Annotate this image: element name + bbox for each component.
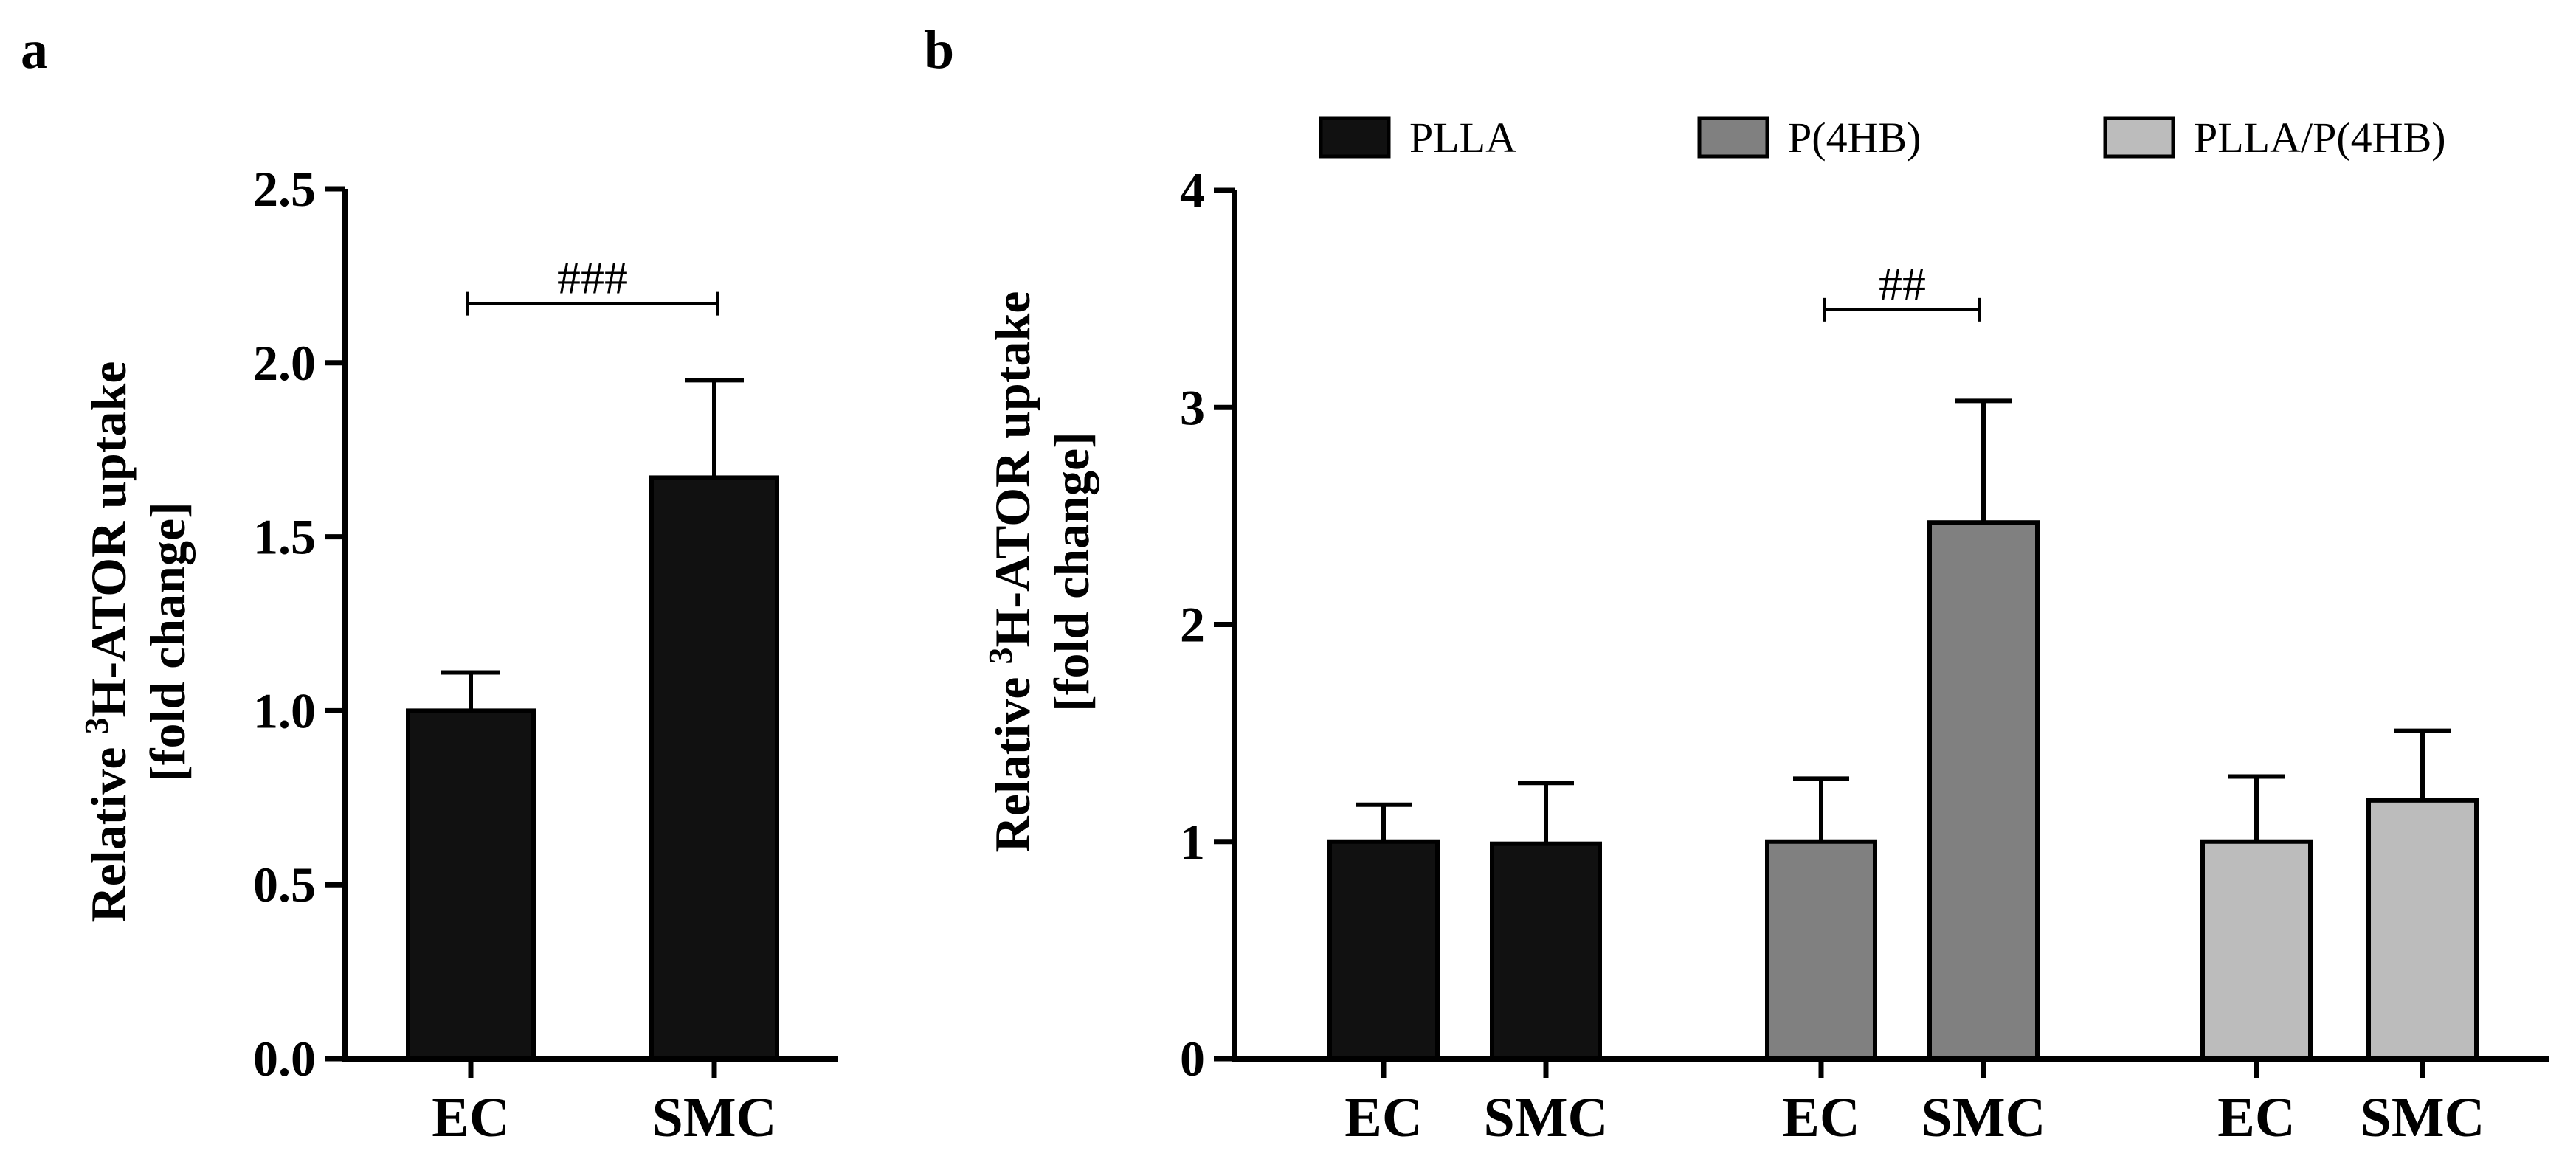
legend-label: PLLA [1409,114,1516,162]
panel-a-category-label: SMC [652,1087,777,1149]
panel-b-bar [1490,841,1602,1061]
panel-b-y-tick-label: 2 [1180,597,1205,653]
panel-b-chart: PLLA P(4HB) PLLA/P(4HB) 0 1 2 3 4 EC SMC EC SMC EC… [981,114,2549,1149]
panel-a-y-tick-label: 1.0 [253,682,316,738]
panel-a-category-label: EC [432,1087,510,1149]
panel-b-bar [2200,839,2313,1061]
legend-label: PLLA/P(4HB) [2194,114,2446,162]
panel-b-category-label: EC [1782,1087,1860,1149]
panel-b-y-axis-title-line2: [fold change] [1043,432,1099,712]
panel-b-category-label: SMC [1484,1087,1609,1149]
legend-label: P(4HB) [1788,114,1921,162]
panel-b-y-tick-label: 3 [1180,379,1205,435]
panel-a-significance-label: ### [557,252,628,304]
panel-b-y-tick-label: 0 [1180,1031,1205,1087]
panel-a-y-tick-label: 1.5 [253,509,316,565]
panel-b-category-label: SMC [1921,1087,2046,1149]
panel-b-letter: b [924,20,954,80]
panel-b-category-label: SMC [2361,1087,2485,1149]
legend-swatch [2103,116,2175,159]
panel-a-y-axis-title: Relative 3H-ATOR uptake [77,361,137,923]
panel-b-legend: PLLA P(4HB) PLLA/P(4HB) [1319,114,2446,162]
legend-swatch [1697,116,1769,159]
panel-b-bar [1327,839,1440,1061]
panel-b-bar [2366,798,2479,1062]
panel-a-y-tick-label: 2.0 [253,335,316,391]
panel-a-y-tick-label: 0.0 [253,1031,316,1087]
panel-b-bar [1765,839,1877,1061]
panel-b-category-label: EC [1344,1087,1423,1149]
panel-a-chart: 0.0 0.5 1.0 1.5 2.0 2.5 EC SMC ### Relative 3H… [77,161,838,1149]
panel-a-y-tick-label: 2.5 [253,161,316,217]
panel-a-bar [406,708,536,1062]
panel-a-bar [649,475,779,1061]
panel-a-y-tick-label: 0.5 [253,857,316,913]
panel-b-category-label: EC [2217,1087,2296,1149]
panel-b-y-axis-title: Relative 3H-ATOR uptake [981,291,1040,853]
panel-b-bar [1927,520,2040,1061]
panel-a-y-axis-title-line2: [fold change] [139,502,196,782]
panel-b-y-tick-label: 1 [1180,814,1205,870]
panel-b-significance-label: ## [1879,257,1926,310]
panel-b-y-tick-label: 4 [1180,162,1205,218]
legend-swatch [1319,116,1391,159]
panel-a-letter: a [21,20,48,80]
